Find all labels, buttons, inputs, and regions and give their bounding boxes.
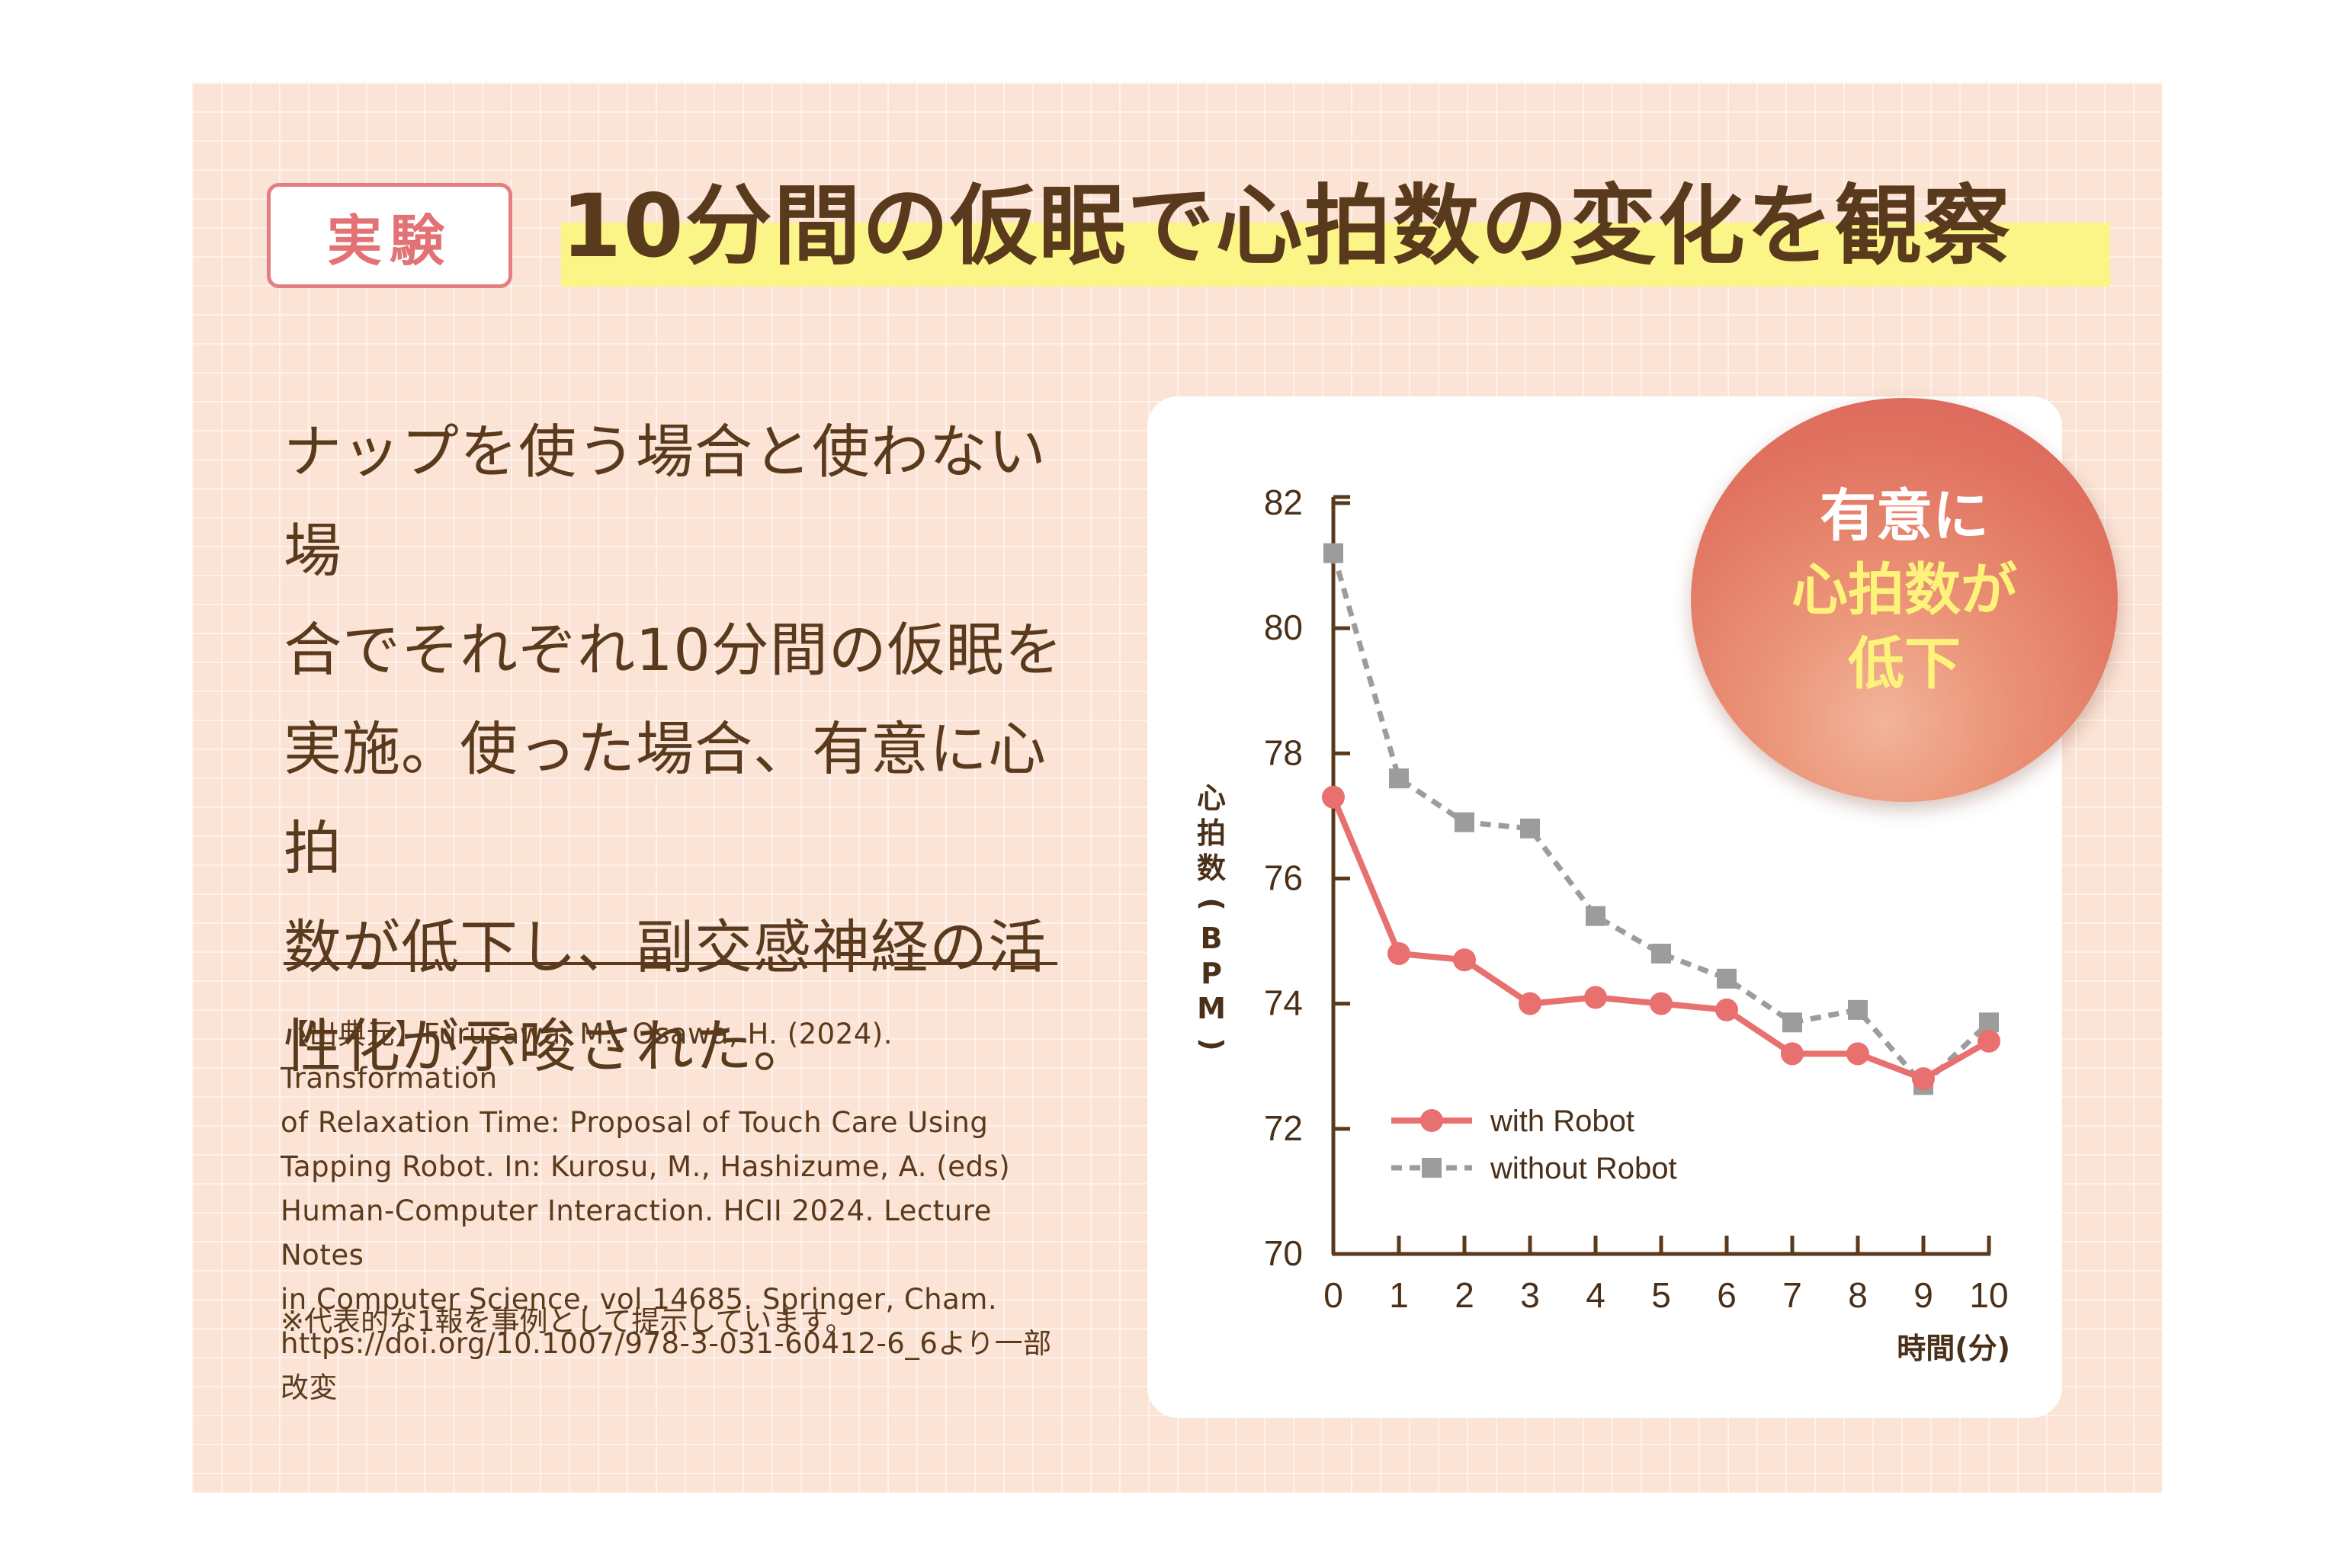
data-point — [1520, 818, 1540, 839]
y-axis-title-char: 心 — [1197, 781, 1226, 815]
citation-line: 【出典元】Furusawa, M., Osawa, H. (2024). Tra… — [281, 1018, 893, 1095]
y-tick-label: 82 — [1264, 483, 1303, 522]
citation-line: https://doi.org/10.1007/978-3-031-60412-… — [281, 1327, 1052, 1404]
y-axis-title-char: P — [1201, 957, 1222, 990]
citation-line: Tapping Robot. In: Kurosu, M., Hashizume… — [281, 1150, 1011, 1183]
x-tick-label: 0 — [1323, 1275, 1343, 1315]
data-point — [1979, 1012, 1999, 1033]
y-tick-label: 76 — [1264, 858, 1303, 898]
y-tick-label: 80 — [1264, 608, 1303, 647]
data-point — [1453, 948, 1476, 972]
data-point — [1455, 812, 1474, 832]
data-point — [1519, 992, 1541, 1015]
x-tick-label: 9 — [1913, 1275, 1933, 1315]
y-tick-label: 72 — [1264, 1108, 1303, 1148]
legend-marker — [1422, 1158, 1442, 1178]
result-callout: 有意に 心拍数が 低下 — [1691, 398, 2118, 802]
series-layer — [1322, 543, 2000, 1095]
y-axis-title-char: ) — [1195, 1037, 1229, 1050]
y-tick-label: 70 — [1264, 1233, 1303, 1273]
citation: 【出典元】Furusawa, M., Osawa, H. (2024). Tra… — [281, 1012, 1066, 1410]
x-tick-label: 8 — [1848, 1275, 1868, 1315]
series-without-robot — [1323, 543, 1999, 1095]
x-tick-label: 5 — [1651, 1275, 1671, 1315]
citation-line: Human-Computer Interaction. HCII 2024. L… — [281, 1194, 992, 1271]
callout-line: 有意に — [1820, 483, 1989, 549]
data-point — [1717, 968, 1737, 989]
legend-label: without Robot — [1490, 1152, 1677, 1185]
body-line: ナップを使う場合と使わない場 — [284, 418, 1047, 585]
data-point — [1781, 1042, 1804, 1066]
experiment-badge: 実験 — [267, 183, 512, 288]
body-line: 性化が示唆された。 — [284, 1012, 812, 1080]
data-point — [1978, 1029, 2000, 1053]
legend-marker — [1420, 1109, 1443, 1132]
y-axis-title-char: 数 — [1197, 851, 1226, 885]
data-point — [1912, 1067, 1935, 1091]
citation-line: in Computer Science, vol 14685. Springer… — [281, 1283, 998, 1316]
x-tick-label: 1 — [1389, 1275, 1409, 1315]
data-point — [1387, 942, 1410, 965]
y-axis-title-char: ( — [1195, 897, 1229, 910]
data-point — [1389, 768, 1409, 789]
page-title: 10分間の仮眠で心拍数の変化を観察 — [561, 175, 2012, 277]
data-point — [1322, 785, 1345, 809]
x-tick-label: 10 — [1969, 1275, 2008, 1315]
data-point — [1846, 1042, 1869, 1066]
y-tick-label: 78 — [1264, 733, 1303, 772]
body-line: 合でそれぞれ10分間の仮眠を — [284, 616, 1063, 684]
y-axis-title-char: M — [1197, 992, 1226, 1025]
data-point — [1586, 906, 1605, 926]
legend-label: with Robot — [1490, 1105, 1634, 1138]
data-point — [1650, 992, 1673, 1015]
y-axis-title-char: B — [1201, 922, 1223, 955]
x-tick-label: 4 — [1586, 1275, 1605, 1315]
chart-legend: with Robot without Robot — [1391, 1105, 1677, 1185]
data-point — [1782, 1012, 1802, 1033]
data-point — [1323, 543, 1343, 563]
data-point — [1584, 986, 1607, 1009]
y-axis-title-char: 拍 — [1197, 816, 1226, 850]
body-line: 実施。使った場合、有意に心拍 — [284, 715, 1047, 882]
data-point — [1715, 998, 1738, 1021]
y-tick-label: 74 — [1264, 983, 1303, 1023]
series-line — [1330, 552, 1991, 1088]
title-highlight — [561, 223, 2110, 287]
callout-line: 低下 — [1848, 631, 1961, 697]
body-line: 数が低下し、副交感神経の活 — [284, 913, 1047, 981]
x-tick-label: 7 — [1782, 1275, 1802, 1315]
x-tick-label: 3 — [1520, 1275, 1540, 1315]
series-line — [1330, 796, 1990, 1082]
x-tick-label: 2 — [1455, 1275, 1474, 1315]
body-text: ナップを使う場合と使わない場 合でそれぞれ10分間の仮眠を 実施。使った場合、有… — [284, 402, 1076, 1096]
divider — [284, 962, 1057, 965]
series-with-robot — [1322, 785, 2000, 1091]
data-point — [1651, 944, 1671, 964]
note: ※代表的な1報を事例として提示しています。 — [281, 1305, 854, 1338]
x-axis-title: 時間(分) — [1897, 1332, 2010, 1365]
citation-line: of Relaxation Time: Proposal of Touch Ca… — [281, 1106, 989, 1139]
data-point — [1848, 999, 1868, 1020]
x-tick-label: 6 — [1717, 1275, 1737, 1315]
y-axis-title: 心拍数 ( BPM) — [1195, 781, 1229, 1051]
callout-line: 心拍数が — [1791, 557, 2017, 623]
